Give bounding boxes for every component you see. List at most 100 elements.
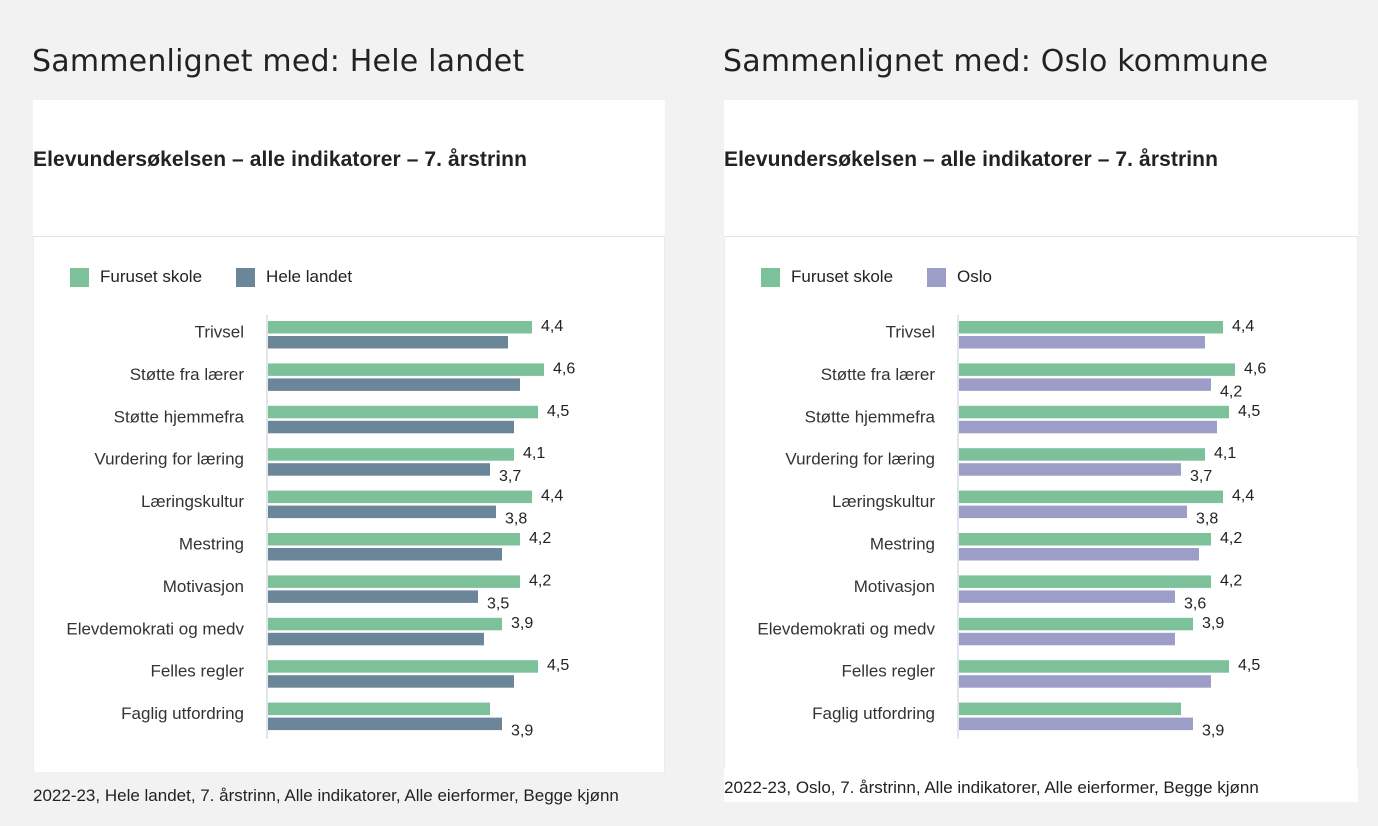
data-label: 3,9 [1202, 615, 1224, 632]
bar-school [959, 321, 1223, 334]
bar-school [268, 448, 514, 461]
panel-heading: Sammenlignet med: Oslo kommune [723, 44, 1269, 79]
category-label: Mestring [870, 535, 935, 554]
bar-comparison [268, 378, 520, 391]
category-label: Motivasjon [854, 577, 935, 596]
bar-school [268, 660, 538, 673]
category-label: Elevdemokrati og medv [757, 619, 935, 638]
legend-label: Hele landet [266, 267, 353, 286]
data-label: 4,2 [1220, 383, 1242, 400]
data-label: 3,9 [511, 615, 533, 632]
category-label: Støtte hjemmefra [114, 407, 245, 426]
bar-school [959, 490, 1223, 504]
bar-comparison [959, 590, 1175, 603]
category-label: Mestring [179, 535, 244, 554]
bar-school [268, 490, 532, 504]
bar-comparison [268, 420, 514, 434]
bar-comparison [268, 590, 478, 603]
bar-school [959, 575, 1211, 588]
bar-school [268, 617, 502, 631]
category-label: Vurdering for læring [785, 450, 935, 469]
data-label: 3,8 [505, 511, 527, 528]
data-label: 4,4 [1232, 318, 1254, 335]
bar-comparison [268, 463, 490, 476]
bar-school [268, 321, 532, 334]
bar-comparison [959, 378, 1211, 391]
data-label: 4,4 [1232, 488, 1254, 505]
legend-item-comparison[interactable]: Hele landet [236, 267, 352, 287]
data-label: 4,2 [1220, 572, 1242, 589]
category-label: Vurdering for læring [94, 450, 244, 469]
category-label: Felles regler [841, 662, 935, 681]
bar-school [268, 533, 520, 546]
category-label: Motivasjon [163, 577, 244, 596]
bar-school [959, 405, 1229, 419]
bar-comparison [268, 675, 514, 688]
data-label: 4,4 [541, 318, 563, 335]
chart-area: Furuset skole Oslo Trivsel 4,4 Støtte fra … [724, 237, 1358, 768]
legend-swatch [927, 267, 947, 287]
legend-item-school[interactable]: Furuset skole [761, 267, 893, 287]
bar-comparison [268, 548, 502, 561]
data-label: 3,5 [487, 595, 509, 612]
chart-legend: Furuset skole Oslo [761, 267, 1026, 287]
chart-card: Elevundersøkelsen – alle indikatorer – 7… [724, 100, 1358, 802]
bar-school [268, 363, 544, 376]
bar-school [959, 363, 1235, 376]
legend-item-school[interactable]: Furuset skole [70, 267, 202, 287]
chart-legend: Furuset skole Hele landet [70, 267, 386, 287]
category-label: Støtte fra lærer [130, 365, 245, 384]
bar-school [268, 405, 538, 419]
category-label: Trivsel [886, 323, 935, 342]
data-label: 4,2 [1220, 530, 1242, 547]
chart-area: Furuset skole Hele landet Trivsel 4,4 Støt… [33, 237, 665, 772]
bar-school [959, 533, 1211, 546]
bar-school [959, 660, 1229, 673]
bar-comparison [959, 505, 1187, 519]
data-label: 3,7 [499, 468, 521, 485]
data-label: 4,6 [553, 360, 575, 377]
data-label: 4,1 [523, 445, 545, 462]
bar-comparison [268, 336, 508, 349]
data-label: 3,8 [1196, 511, 1218, 528]
bar-comparison [959, 548, 1199, 561]
category-label: Støtte fra lærer [821, 365, 936, 384]
divider [724, 236, 1358, 237]
legend-swatch [761, 267, 780, 287]
bar-comparison [268, 717, 502, 731]
bar-comparison [959, 463, 1181, 476]
bar-school [268, 575, 520, 588]
category-label: Faglig utfordring [812, 704, 935, 723]
data-label: 4,4 [541, 488, 563, 505]
panel-heading: Sammenlignet med: Hele landet [32, 44, 525, 79]
bar-comparison [268, 632, 484, 646]
chart-title: Elevundersøkelsen – alle indikatorer – 7… [724, 148, 1219, 171]
category-label: Faglig utfordring [121, 704, 244, 723]
bar-comparison [959, 717, 1193, 731]
category-label: Elevdemokrati og medv [66, 619, 244, 638]
legend-swatch [236, 267, 256, 287]
data-label: 4,5 [547, 403, 569, 420]
bar-comparison [959, 675, 1211, 688]
category-label: Læringskultur [141, 492, 244, 511]
chart-card: Elevundersøkelsen – alle indikatorer – 7… [33, 100, 665, 772]
legend-label: Furuset skole [100, 267, 203, 286]
bar-school [268, 702, 490, 716]
bar-school [959, 617, 1193, 631]
data-label: 4,5 [1238, 403, 1260, 420]
data-label: 4,6 [1244, 360, 1266, 377]
legend-label: Oslo [957, 267, 993, 286]
chart-footer: 2022-23, Oslo, 7. årstrinn, Alle indikat… [724, 778, 1259, 797]
bar-school [959, 702, 1181, 716]
data-label: 4,2 [529, 530, 551, 547]
chart-footer: 2022-23, Hele landet, 7. årstrinn, Alle … [33, 786, 619, 805]
bar-comparison [959, 632, 1175, 646]
category-label: Felles regler [150, 662, 244, 681]
chart-title: Elevundersøkelsen – alle indikatorer – 7… [33, 148, 528, 171]
data-label: 3,7 [1190, 468, 1212, 485]
legend-label: Furuset skole [791, 267, 894, 286]
data-label: 3,9 [1202, 723, 1224, 740]
legend-item-comparison[interactable]: Oslo [927, 267, 992, 287]
divider [33, 236, 665, 237]
bar-school [959, 448, 1205, 461]
